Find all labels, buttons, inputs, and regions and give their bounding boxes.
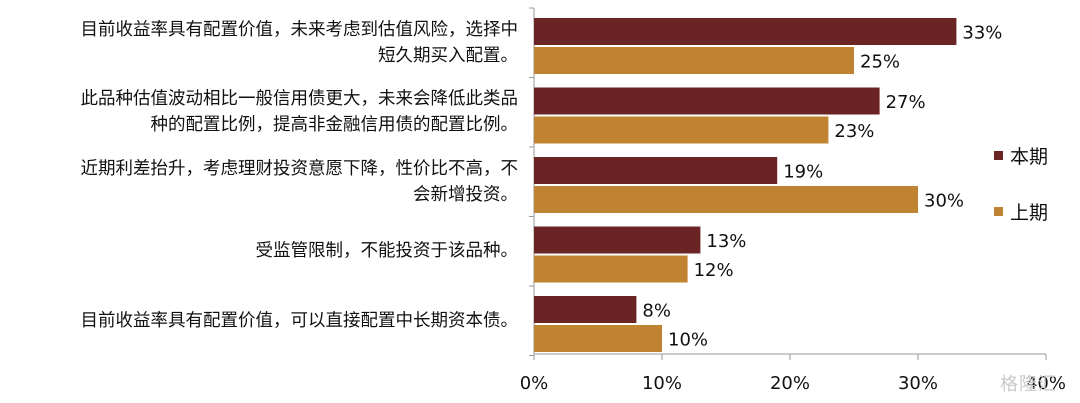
bar-previous [534, 116, 829, 144]
data-label: 25% [860, 52, 900, 73]
x-tick-label: 0% [520, 373, 549, 394]
x-tick-label: 20% [770, 373, 810, 394]
category-label: 近期利差抬升，考虑理财投资意愿下降，性价比不高，不会新增投资。 [0, 156, 519, 208]
data-label: 19% [783, 162, 823, 183]
bar-current [534, 296, 637, 323]
watermark: 格隆汇 [1000, 374, 1057, 395]
bar-previous [534, 325, 662, 352]
data-label: 23% [834, 121, 874, 142]
category-label-line: 种的配置比例，提高非金融信用债的配置比例。 [150, 115, 519, 136]
bar-previous [534, 47, 854, 74]
category-label: 目前收益率具有配置价值，可以直接配置中长期资本债。 [0, 308, 519, 334]
category-label-line: 会新增投资。 [413, 184, 518, 205]
data-label: 13% [706, 231, 746, 252]
category-label-line: 近期利差抬升，考虑理财投资意愿下降，性价比不高，不 [80, 158, 519, 179]
data-label: 27% [886, 92, 926, 113]
bar-current [534, 157, 778, 184]
data-label: 33% [962, 23, 1002, 44]
x-tick-label: 10% [642, 373, 682, 394]
category-label-line: 受监管限制，不能投资于该品种。 [255, 241, 519, 262]
bar-current [534, 18, 957, 45]
category-label-line: 短久期买入配置。 [378, 45, 518, 66]
category-label: 目前收益率具有配置价值，未来考虑到估值风险，选择中短久期买入配置。 [0, 17, 519, 69]
x-tick-label: 30% [898, 373, 938, 394]
data-label: 8% [642, 301, 671, 322]
category-label: 受监管限制，不能投资于该品种。 [0, 238, 519, 264]
bar-current [534, 226, 701, 254]
bar-previous [534, 255, 688, 283]
category-label-line: 目前收益率具有配置价值，未来考虑到估值风险，选择中 [80, 19, 519, 40]
bar-previous [534, 186, 918, 213]
legend-label: 本期 [1010, 146, 1048, 168]
legend-swatch [994, 207, 1003, 216]
category-label: 此品种估值波动相比一般信用债更大，未来会降低此类品种的配置比例，提高非金融信用债… [0, 86, 519, 138]
x-tick-label: 40% [1026, 373, 1066, 394]
legend-label: 上期 [1010, 202, 1048, 224]
bar-current [534, 87, 880, 115]
legend-swatch [994, 151, 1003, 160]
data-label: 12% [694, 260, 734, 281]
data-label: 10% [668, 330, 708, 351]
category-label-line: 此品种估值波动相比一般信用债更大，未来会降低此类品 [80, 89, 519, 110]
category-label-line: 目前收益率具有配置价值，可以直接配置中长期资本债。 [80, 310, 519, 331]
data-label: 30% [924, 191, 964, 212]
